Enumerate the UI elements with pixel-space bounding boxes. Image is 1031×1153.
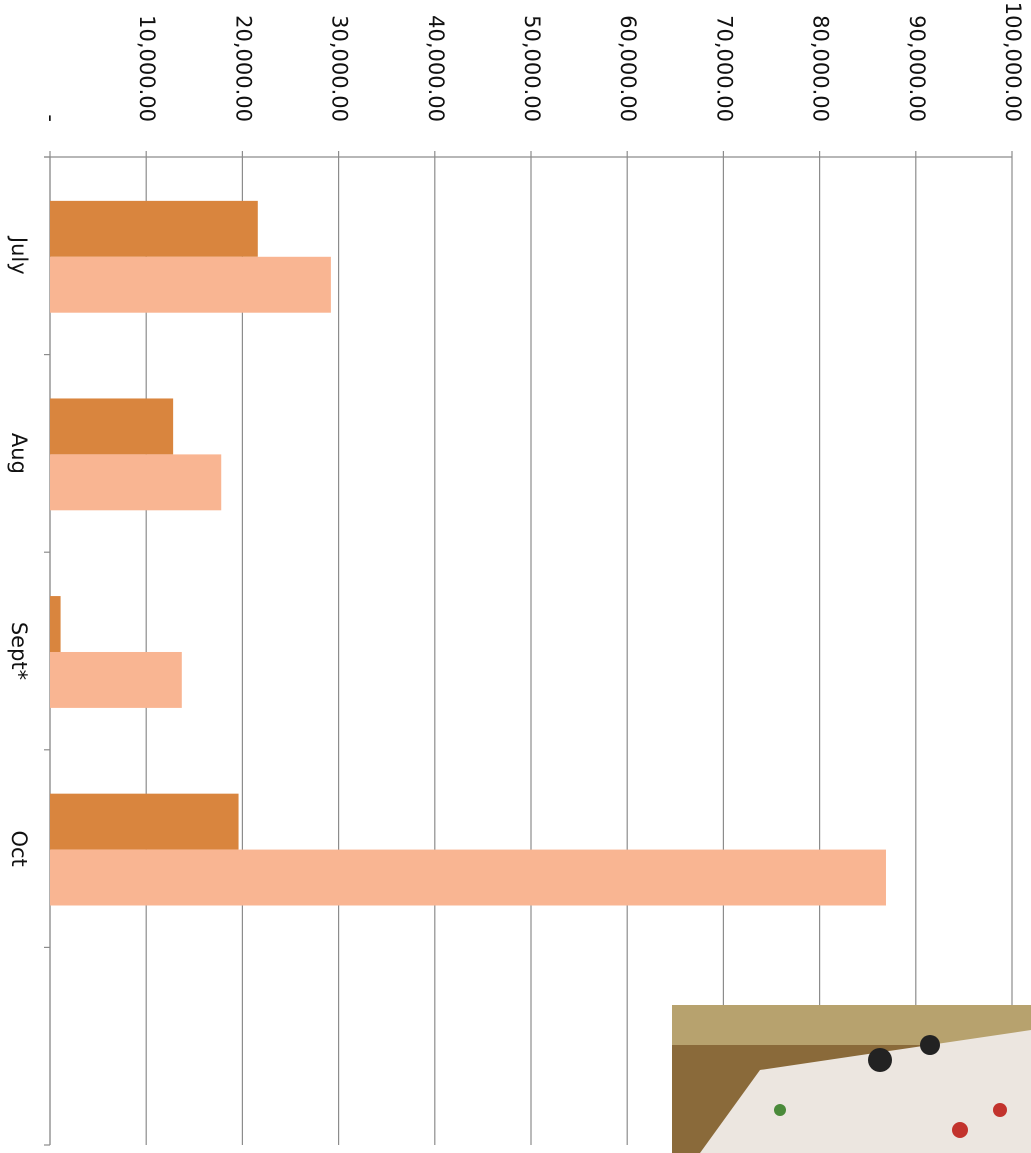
- bar: [50, 651, 182, 708]
- category-label: Aug: [7, 433, 31, 474]
- x-tick-label: -: [39, 114, 63, 122]
- category-label: Oct: [7, 830, 31, 866]
- photo: [672, 1005, 1031, 1153]
- x-tick-label: 100,000.00: [1001, 2, 1025, 122]
- bar: [50, 849, 886, 906]
- x-tick-label: 70,000.00: [712, 15, 736, 122]
- x-tick-label: 10,000.00: [135, 15, 159, 122]
- x-tick-label: 90,000.00: [905, 15, 929, 122]
- bar: [50, 793, 239, 850]
- x-tick-label: 50,000.00: [520, 15, 544, 122]
- category-label: July: [7, 235, 31, 275]
- x-tick-label: 80,000.00: [809, 15, 833, 122]
- x-tick-label: 30,000.00: [328, 15, 352, 122]
- bar: [50, 200, 258, 257]
- x-tick-label: 60,000.00: [616, 15, 640, 122]
- bar: [50, 454, 222, 511]
- category-label: Sept*: [7, 622, 31, 680]
- bar: [50, 398, 174, 455]
- x-tick-label: 40,000.00: [424, 15, 448, 122]
- x-tick-label: 20,000.00: [231, 15, 255, 122]
- bar: [50, 596, 61, 652]
- bar: [50, 256, 331, 313]
